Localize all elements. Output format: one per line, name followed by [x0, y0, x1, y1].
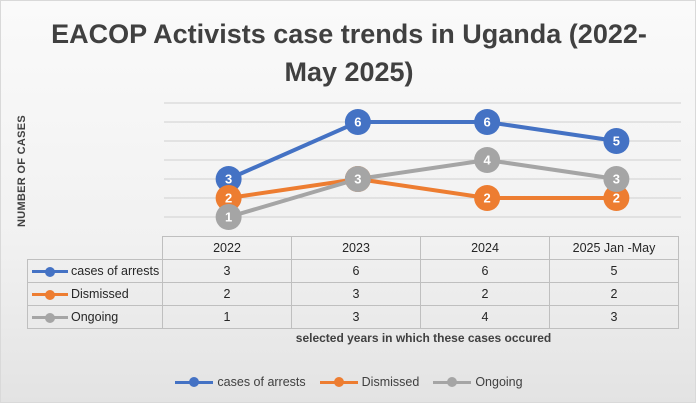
data-label: 3	[225, 172, 232, 187]
data-point	[215, 166, 242, 192]
data-point	[215, 185, 242, 211]
legend-item: Dismissed	[319, 375, 420, 389]
legend-line-icon	[433, 377, 472, 387]
table-row-key: cases of arrests	[27, 259, 163, 283]
table-series-name: Dismissed	[71, 287, 129, 301]
data-label: 3	[354, 172, 361, 187]
chart-title-line2: May 2025)	[284, 57, 414, 87]
data-label: 2	[613, 191, 620, 206]
data-label: 6	[484, 115, 491, 130]
table-cell: 4	[420, 305, 550, 329]
data-label: 1	[225, 210, 232, 225]
legend-key-icon	[32, 312, 68, 323]
series-lines	[226, 120, 619, 219]
data-table: 2022 2023 2024 2025 Jan -May cases of arrest…	[27, 236, 679, 329]
table-cell: 1	[162, 305, 292, 329]
table-cell: 2	[420, 282, 550, 306]
table-column-header: 2025 Jan -May	[549, 236, 679, 260]
table-cell: 6	[420, 259, 550, 283]
table-cell: 6	[291, 259, 421, 283]
table-cell: 3	[291, 282, 421, 306]
table-row-key: Dismissed	[27, 282, 163, 306]
table-row: Dismissed 2 3 2 2	[27, 282, 679, 306]
data-label: 2	[225, 191, 232, 206]
legend-item: Ongoing	[433, 375, 523, 389]
table-column-header: 2024	[420, 236, 550, 260]
table-row-key: Ongoing	[27, 305, 163, 329]
data-point	[474, 109, 501, 135]
x-axis-label: selected years in which these cases occu…	[295, 331, 552, 345]
chart-title-line1: EACOP Activists case trends in Uganda (2…	[51, 19, 647, 49]
data-label: 6	[354, 115, 361, 130]
table-cell: 5	[549, 259, 679, 283]
data-point	[603, 128, 630, 154]
table-cell: 3	[549, 305, 679, 329]
table-cell: 2	[162, 282, 292, 306]
data-label: 3	[613, 172, 620, 187]
data-label: 2	[484, 191, 491, 206]
table-column-header: 2022	[162, 236, 292, 260]
data-label: 4	[484, 153, 492, 168]
table-row: Ongoing 1 3 4 3	[27, 305, 679, 329]
table-series-name: cases of arrests	[71, 264, 160, 278]
legend-line-icon	[319, 377, 358, 387]
data-label: 5	[613, 134, 620, 149]
table-cell: 3	[162, 259, 292, 283]
legend-item: cases of arrests	[175, 375, 306, 389]
legend-key-icon	[32, 266, 68, 277]
data-point	[603, 185, 630, 211]
series-line-2	[226, 158, 619, 219]
series-line-0	[226, 120, 619, 181]
chart-title: EACOP Activists case trends in Uganda (2…	[1, 15, 696, 91]
table-corner	[27, 236, 163, 260]
data-point	[474, 185, 501, 211]
legend-label: cases of arrests	[217, 375, 306, 389]
table-column-header: 2023	[291, 236, 421, 260]
data-point	[215, 204, 242, 230]
series-line-1	[226, 177, 619, 200]
table-row: cases of arrests 3 6 6 5	[27, 259, 679, 283]
legend-label: Ongoing	[475, 375, 523, 389]
legend-label: Dismissed	[361, 375, 420, 389]
data-point	[344, 109, 371, 135]
table-series-name: Ongoing	[71, 310, 119, 324]
gridlines	[164, 102, 681, 218]
data-point	[603, 166, 630, 192]
data-point	[344, 166, 371, 192]
legend: cases of arrests Dismissed Ongoing	[163, 370, 535, 394]
series-markers: 366523221343	[215, 109, 630, 230]
table-cell: 3	[291, 305, 421, 329]
legend-line-icon	[175, 377, 214, 387]
legend-key-icon	[32, 289, 68, 300]
table-cell: 2	[549, 282, 679, 306]
data-point	[474, 147, 501, 173]
